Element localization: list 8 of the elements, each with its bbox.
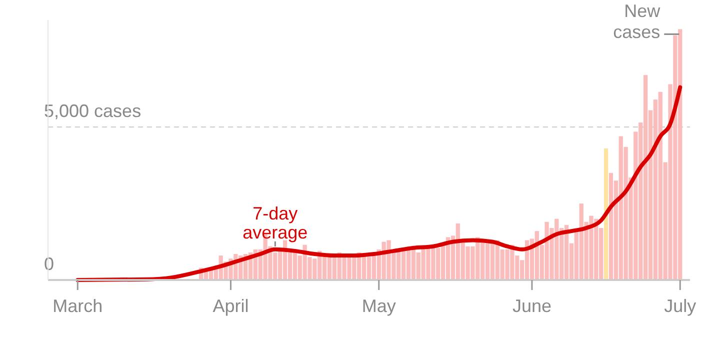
x-tick-label: April bbox=[212, 296, 249, 316]
x-tick-label: June bbox=[512, 296, 552, 316]
y-tick-label: 5,000 cases bbox=[44, 101, 142, 122]
x-tick-label: July bbox=[664, 296, 696, 316]
x-tick-label: May bbox=[362, 296, 396, 316]
x-tick-label: March bbox=[52, 296, 103, 316]
series-label: New cases bbox=[613, 1, 662, 42]
series-label: 7-day average bbox=[242, 203, 308, 242]
